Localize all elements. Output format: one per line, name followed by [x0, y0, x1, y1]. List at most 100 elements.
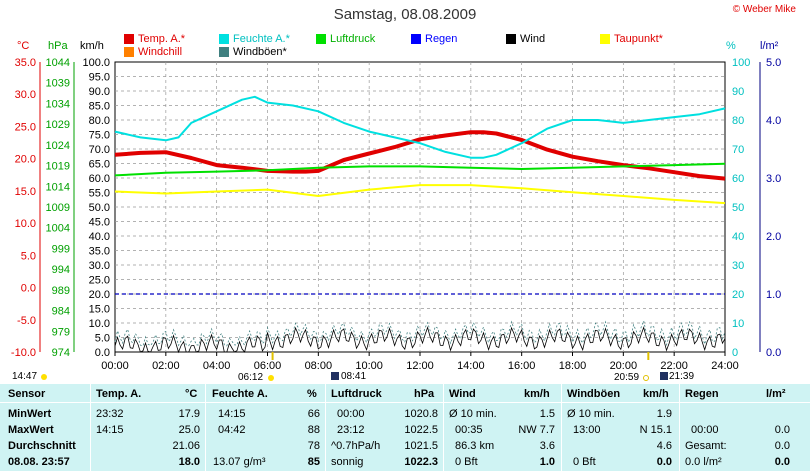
weather-chart: 35.0 30.0 25.0 20.0 15.0 10.0 5.0 0.0 -5.0 -10.0 1…	[11, 57, 781, 372]
x-tick-label: 14:00	[457, 360, 485, 372]
gust-r1b: 1.9	[656, 408, 672, 420]
temp-min-time: 23:32	[96, 408, 124, 420]
x-tick-label: 02:00	[152, 360, 180, 372]
wind-r4a: 0 Bft	[455, 456, 478, 468]
wind-tick-label: 55.0	[89, 188, 110, 200]
legend-label: Windböen*	[233, 46, 287, 58]
temp-max-time: 14:15	[96, 424, 124, 436]
legend-label: Temp. A.*	[138, 33, 186, 45]
wind-tick-label: 5.0	[95, 333, 110, 345]
wind-tick-label: 65.0	[89, 159, 110, 171]
humidity-tick-label: 100	[732, 57, 750, 69]
gust-r1a: Ø 10 min.	[567, 408, 615, 420]
pressure-tick-label: 1019	[46, 161, 70, 173]
unit-temp: °C	[17, 40, 30, 52]
hdr-temp-unit: °C	[185, 388, 198, 400]
chart-title: Samstag, 08.08.2009	[333, 6, 477, 23]
wind-r1a: Ø 10 min.	[449, 408, 497, 420]
wind-series-line	[114, 326, 726, 354]
temp-tick-label: -10.0	[11, 347, 36, 359]
hdr-wind-unit: km/h	[524, 388, 550, 400]
marker-sunset-time: 20:59	[614, 372, 640, 383]
temp-tick-label: 30.0	[15, 89, 36, 101]
wind-r2b: NW 7.7	[518, 424, 555, 436]
press-now: 1022.3	[404, 456, 438, 468]
series-line	[114, 130, 726, 181]
pressure-tick-label: 1024	[46, 140, 70, 152]
legend-swatch	[316, 34, 326, 44]
hdr-gust-unit: km/h	[643, 388, 669, 400]
x-tick-label: 04:00	[203, 360, 231, 372]
rain-r4b: 0.0	[774, 456, 790, 468]
wind-tick-label: 10.0	[89, 318, 110, 330]
x-tick-label: 16:00	[508, 360, 536, 372]
wind-r3a: 86.3 km	[455, 440, 495, 452]
wind-r1b: 1.5	[539, 408, 555, 420]
rain-r2a: 00:00	[691, 424, 719, 436]
hdr-temp: Temp. A.	[96, 388, 142, 400]
sunset-icon	[643, 375, 649, 381]
pressure-tick-label: 1009	[46, 202, 70, 214]
rain-r4a: 0.0 l/m²	[685, 456, 722, 468]
rain-tick-label: 1.0	[766, 289, 781, 301]
gust-series-line	[114, 319, 726, 347]
legend-label: Taupunkt*	[614, 33, 663, 45]
wind-tick-label: 70.0	[89, 144, 110, 156]
legend-swatch	[219, 34, 229, 44]
rain-tick-label: 4.0	[766, 115, 781, 127]
pressure-tick-label: 1044	[46, 57, 70, 69]
x-tick-label: 08:00	[305, 360, 333, 372]
wind-tick-label: 100.0	[82, 57, 110, 69]
marker-moonset-time: 08:41	[341, 371, 367, 382]
wind-tick-label: 25.0	[89, 275, 110, 287]
press-max-time: 23:12	[337, 424, 365, 436]
wind-r3b: 3.6	[539, 440, 555, 452]
temp-avg: 21.06	[172, 440, 200, 452]
row-min: MinWert	[8, 408, 52, 420]
legend-label: Luftdruck	[330, 33, 376, 45]
press-min-time: 00:00	[337, 408, 365, 420]
hdr-sensor: Sensor	[8, 388, 46, 400]
humidity-tick-label: 0	[732, 347, 738, 359]
x-tick-label: 24:00	[711, 360, 739, 372]
temp-now: 18.0	[178, 456, 200, 468]
x-tick-label: 20:00	[610, 360, 638, 372]
legend-label: Windchill	[138, 46, 183, 58]
row-now: 08.08. 23:57	[8, 456, 70, 468]
hum-max: 88	[307, 424, 320, 436]
sun-icon	[41, 374, 47, 380]
humidity-tick-label: 40	[732, 231, 744, 243]
moonrise-icon	[660, 372, 668, 380]
wind-tick-label: 80.0	[89, 115, 110, 127]
hdr-press: Luftdruck	[331, 388, 382, 400]
unit-humidity: %	[726, 40, 736, 52]
humidity-tick-label: 20	[732, 289, 744, 301]
hdr-hum: Feuchte A.	[212, 388, 268, 400]
temp-tick-label: -5.0	[17, 315, 36, 327]
legend-swatch	[219, 47, 229, 57]
wind-tick-label: 40.0	[89, 231, 110, 243]
marker-moonrise-time: 21:39	[669, 371, 695, 382]
x-tick-label: 18:00	[559, 360, 587, 372]
pressure-tick-label: 1014	[46, 181, 70, 193]
pressure-tick-label: 1034	[46, 98, 70, 110]
rain-r2b: 0.0	[774, 424, 790, 436]
wind-tick-label: 35.0	[89, 246, 110, 258]
hdr-gust: Windböen	[567, 388, 621, 400]
wind-tick-label: 30.0	[89, 260, 110, 272]
marker-sunrise-time: 06:12	[238, 372, 264, 383]
hum-now-abs: 13.07 g/m³	[213, 456, 266, 468]
wind-tick-label: 20.0	[89, 289, 110, 301]
temp-min: 17.9	[178, 408, 200, 420]
humidity-tick-label: 90	[732, 86, 744, 98]
gust-r2a: 13:00	[573, 424, 601, 436]
legend-label: Regen	[425, 33, 458, 45]
gust-r2b: N 15.1	[639, 424, 672, 436]
humidity-tick-label: 60	[732, 173, 744, 185]
wind-tick-label: 95.0	[89, 72, 110, 84]
temp-tick-label: 15.0	[15, 186, 36, 198]
wind-tick-label: 90.0	[89, 86, 110, 98]
pressure-tick-label: 1004	[46, 223, 70, 235]
temp-tick-label: 10.0	[15, 218, 36, 230]
pressure-tick-label: 994	[52, 264, 70, 276]
